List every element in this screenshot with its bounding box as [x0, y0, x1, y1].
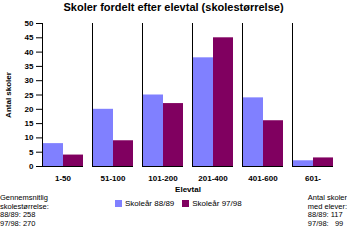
svg-text:5: 5: [29, 148, 34, 157]
svg-text:20: 20: [25, 105, 34, 114]
svg-text:10: 10: [25, 133, 34, 142]
svg-text:0: 0: [29, 162, 34, 171]
svg-text:45: 45: [25, 33, 34, 42]
svg-text:50: 50: [25, 19, 34, 28]
svg-text:15: 15: [25, 119, 34, 128]
html-text:Skoler fordelt efter elevtal (: Skoler fordelt efter elevtal (skolestørr…: [63, 1, 284, 13]
svg-text:1-50: 1-50: [55, 174, 72, 183]
html-text:Gennemsnitlig skolestørrelse:: Gennemsnitlig skolestørrelse: 88/89: 258…: [0, 193, 49, 228]
svg-text:101-200: 101-200: [148, 174, 178, 183]
svg-text:40: 40: [25, 48, 34, 57]
svg-text:51-100: 51-100: [101, 174, 126, 183]
svg-text:201-400: 201-400: [198, 174, 228, 183]
svg-text:35: 35: [25, 62, 34, 71]
html-text:Antal skoler med elever: 88/89: Antal skoler med elever: 88/89: 117 97/9…: [307, 193, 347, 228]
html-text:Skoleår 97/98: Skoleår 97/98: [192, 199, 242, 208]
svg-text:30: 30: [25, 76, 34, 85]
svg-text:601-: 601-: [305, 174, 321, 183]
html-text:Skoleår 88/89: Skoleår 88/89: [124, 199, 175, 208]
svg-text:Antal skoler: Antal skoler: [4, 72, 13, 118]
svg-text:Elevtal: Elevtal: [175, 185, 201, 194]
svg-text:401-600: 401-600: [248, 174, 278, 183]
svg-text:25: 25: [25, 91, 34, 100]
